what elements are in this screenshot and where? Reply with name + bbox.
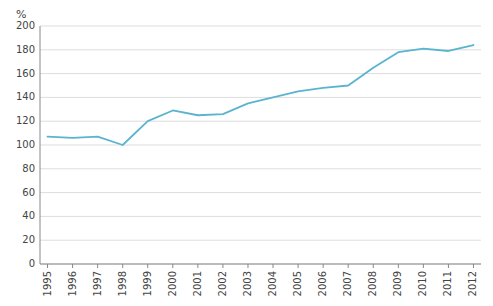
grid-line	[40, 240, 481, 241]
y-tick-label: 0	[29, 258, 35, 269]
x-tick	[323, 264, 324, 268]
grid-line	[40, 216, 481, 217]
y-tick-labels: 0 20 40 60 80 100 120 140 160 180 200	[16, 20, 35, 269]
x-tick	[298, 264, 299, 268]
x-tick	[222, 264, 223, 268]
x-tick-label: 2000	[167, 271, 178, 296]
y-tick-label: 140	[16, 91, 35, 102]
y-tick-label: 100	[16, 139, 35, 150]
x-tick-label: 2001	[192, 271, 203, 296]
grid-line	[40, 97, 481, 98]
grid-line	[40, 264, 481, 265]
x-axis-line	[40, 264, 481, 265]
x-tick-label: 2004	[267, 271, 278, 296]
y-tick-label: 120	[16, 115, 35, 126]
x-tick	[348, 264, 349, 268]
x-tick	[97, 264, 98, 268]
x-tick-label: 2007	[342, 271, 353, 296]
y-tick-label: 80	[22, 163, 35, 174]
x-tick	[172, 264, 173, 268]
grid-line	[40, 192, 481, 193]
x-tick-label: 2006	[317, 271, 328, 296]
y-tick-label: 200	[16, 20, 35, 31]
chart-container: 0204060801001201401601802001995199619971…	[0, 0, 493, 306]
x-tick-label: 1996	[67, 271, 78, 296]
chart: 0204060801001201401601802001995199619971…	[0, 0, 493, 306]
x-ticks: 1995 1996 1997 1998 1999 2000 2001 2002 2003 2004…	[42, 264, 479, 296]
background	[0, 0, 493, 306]
grid-line	[40, 73, 481, 74]
page: {"chart_data": {"type": "line", "y_label…	[0, 0, 493, 306]
x-tick	[373, 264, 374, 268]
y-tick-label: 40	[22, 210, 35, 221]
x-tick	[398, 264, 399, 268]
y-tick-label: 60	[22, 187, 35, 198]
x-tick	[72, 264, 73, 268]
x-tick-label: 2010	[417, 271, 428, 296]
x-tick	[423, 264, 424, 268]
grid-line	[40, 26, 481, 27]
x-tick-label: 2008	[367, 271, 378, 296]
x-tick-label: 1995	[42, 271, 53, 296]
y-tick-label: 180	[16, 44, 35, 55]
x-tick	[47, 264, 48, 268]
x-tick-label: 2003	[242, 271, 253, 296]
x-tick	[247, 264, 248, 268]
x-tick-label: 1998	[117, 271, 128, 296]
x-tick	[197, 264, 198, 268]
x-tick	[147, 264, 148, 268]
y-axis-line	[40, 26, 41, 264]
grid-line	[40, 121, 481, 122]
y-tick-label: 160	[16, 68, 35, 79]
x-tick-label: 2012	[467, 271, 478, 296]
x-tick-label: 2002	[217, 271, 228, 296]
x-tick-label: 2005	[292, 271, 303, 296]
x-tick	[273, 264, 274, 268]
grid-line	[40, 168, 481, 169]
series	[48, 45, 474, 145]
y-grid	[40, 26, 481, 264]
x-tick	[122, 264, 123, 268]
x-tick	[473, 264, 474, 268]
grid-line	[40, 145, 481, 146]
line	[48, 45, 474, 145]
x-tick-label: 2009	[392, 271, 403, 296]
y-label: %	[16, 8, 26, 21]
x-tick-label: 1999	[142, 271, 153, 296]
x-tick-label: 1997	[92, 271, 103, 296]
x-tick	[448, 264, 449, 268]
x-tick-label: 2011	[442, 271, 453, 296]
y-tick-label: 20	[22, 234, 35, 245]
